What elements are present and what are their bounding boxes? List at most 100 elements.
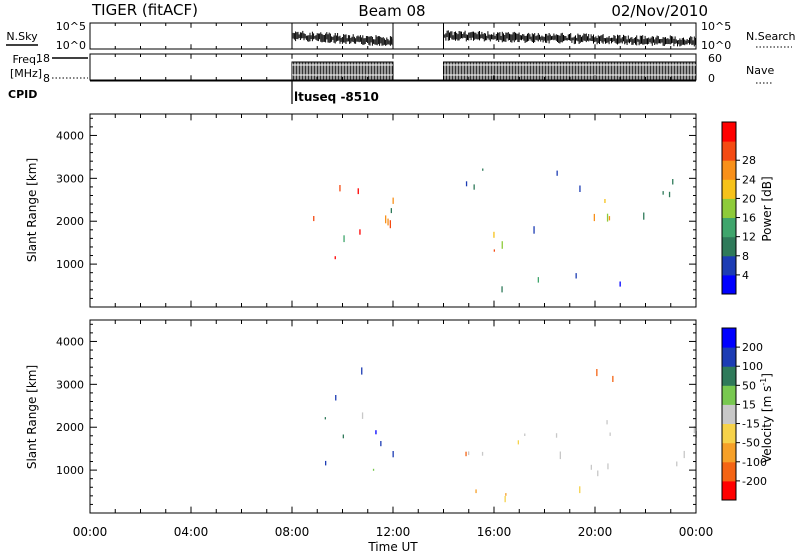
heatmap-cell: [693, 426, 695, 434]
heatmap-cell: [604, 199, 606, 203]
velocity-panel: 1000 2000 3000 4000 Slant Range [km] 200 100…: [25, 319, 774, 514]
time-tick-label: 12:00: [376, 525, 411, 539]
y-tick-label: 1000: [56, 464, 84, 477]
heatmap-cell: [612, 375, 614, 382]
heatmap-cell: [504, 496, 506, 503]
y-tick-label: 1000: [56, 258, 84, 271]
colorbar-tick-label: 16: [742, 212, 756, 225]
colorbar-swatch: [722, 347, 736, 367]
date-label: 02/Nov/2010: [611, 2, 708, 20]
colorbar-swatch: [722, 122, 736, 142]
colorbar-swatch: [722, 141, 736, 161]
heatmap-cell: [493, 231, 495, 238]
nsearch-tick-top: 10^5: [701, 20, 731, 33]
heatmap-cell: [672, 179, 674, 185]
colorbar-tick-label: 8: [742, 250, 749, 263]
velocity-ylabel: Slant Range [km]: [25, 365, 39, 469]
colorbar-tick-label: 50: [742, 379, 756, 392]
cpid-label: CPID: [8, 88, 37, 101]
heatmap-cell: [501, 241, 503, 249]
heatmap-cell: [579, 486, 581, 494]
heatmap-cell: [325, 460, 327, 466]
y-tick-label: 4000: [56, 335, 84, 348]
heatmap-cell: [392, 451, 394, 458]
heatmap-cell: [375, 430, 377, 435]
heatmap-cell: [555, 433, 558, 438]
heatmap-cell: [475, 489, 477, 494]
heatmap-cell: [524, 433, 526, 436]
heatmap-cell: [390, 208, 392, 214]
freq-label-line2: [MHz]: [10, 67, 42, 80]
heatmap-cell: [608, 216, 611, 221]
power-colorbar: 4 8 12 16 20 24 28: [721, 121, 756, 295]
heatmap-cell: [533, 226, 535, 234]
heatmap-cell: [389, 220, 391, 229]
nsky-tick-bottom: 10^0: [56, 39, 86, 52]
colorbar-swatch: [722, 461, 736, 482]
heatmap-cell: [465, 181, 468, 187]
nave-tick-top: 60: [708, 52, 722, 65]
colorbar-swatch: [722, 198, 736, 218]
heatmap-cell: [493, 249, 495, 252]
colorbar-tick-label: -200: [742, 475, 767, 488]
nsky-x-ticks: [89, 23, 697, 49]
heatmap-cell: [607, 463, 609, 470]
power-panel: 1000 2000 3000 4000 Slant Range [km] 4 8 12 16…: [25, 113, 774, 308]
colorbar-swatch: [722, 480, 736, 501]
heatmap-cell: [334, 256, 336, 260]
heatmap-cell: [662, 191, 664, 195]
power-x-ticks: [89, 114, 697, 307]
heatmap-cell: [575, 273, 577, 279]
heatmap-cell: [468, 451, 470, 456]
heatmap-cell: [465, 451, 467, 457]
heatmap-cell: [335, 395, 337, 401]
nave-label: Nave: [746, 64, 774, 77]
heatmap-cell: [339, 185, 341, 192]
beam-label: Beam 08: [358, 2, 425, 20]
heatmap-cell: [606, 420, 608, 425]
heatmap-cell: [380, 441, 382, 447]
heatmap-cell: [505, 493, 507, 496]
colorbar-frame: [721, 327, 737, 501]
freq-tick-top: 18: [36, 52, 50, 65]
heatmap-cell: [606, 213, 609, 222]
heatmap-cell: [342, 434, 344, 439]
nsky-label: N.Sky: [6, 30, 38, 43]
nsky-tick-top: 10^5: [56, 20, 86, 33]
heatmap-cell: [481, 451, 484, 456]
heatmap-cell: [537, 277, 539, 283]
colorbar-swatch: [722, 442, 736, 463]
heatmap-cell: [313, 216, 315, 222]
power-ylabel: Slant Range [km]: [25, 158, 39, 262]
colorbar-swatch: [722, 423, 736, 444]
y-tick-label: 2000: [56, 421, 84, 434]
colorbar-swatch: [722, 366, 736, 386]
time-tick-label: 00:00: [679, 525, 714, 539]
power-colorbar-label: Power [dB]: [760, 176, 774, 241]
colorbar-tick-label: 12: [742, 231, 756, 244]
heatmap-cell: [517, 440, 519, 445]
cpid-value: ltuseq -8510: [294, 90, 379, 104]
colorbar-tick-label: -15: [742, 418, 760, 431]
heatmap-cell: [590, 464, 592, 470]
colorbar-swatch: [722, 328, 736, 348]
heatmap-cell: [593, 213, 595, 222]
time-tick-label: 20:00: [578, 525, 613, 539]
colorbar-swatch: [722, 217, 736, 238]
colorbar-tick-label: 28: [742, 154, 756, 167]
freq-label-line1: Freq.: [12, 53, 39, 66]
colorbar-tick-label: 15: [742, 398, 756, 411]
cpid-row: CPID ltuseq -8510: [8, 80, 696, 104]
colorbar-tick-label: 200: [742, 341, 763, 354]
heatmap-cell: [683, 450, 685, 459]
heatmap-cell: [357, 188, 359, 195]
nsearch-tick-bottom: 10^0: [701, 39, 731, 52]
heatmap-cell: [343, 235, 345, 243]
heatmap-cell: [643, 212, 645, 220]
nave-tick-bottom: 0: [708, 72, 715, 85]
heatmap-cell: [676, 461, 678, 467]
heatmap-cell: [596, 369, 598, 377]
nsearch-label: N.Search: [746, 30, 796, 43]
nsky-series: [291, 26, 697, 49]
